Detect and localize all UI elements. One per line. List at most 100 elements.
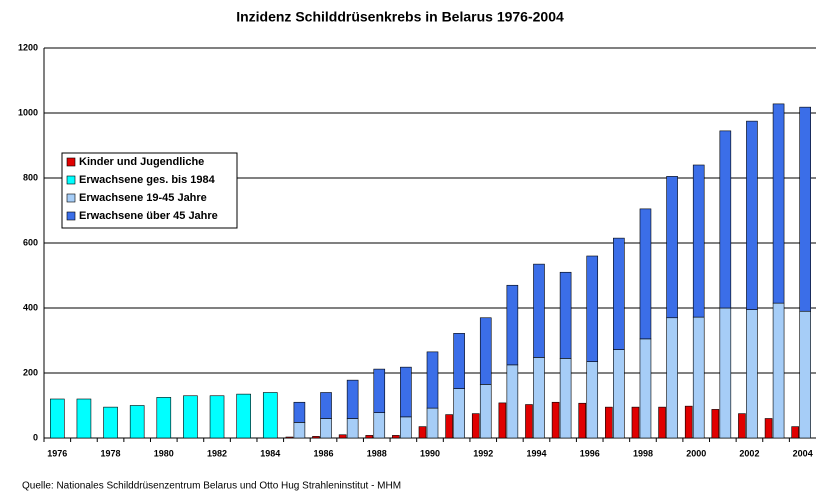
bar: [746, 120, 758, 310]
x-tick-label: 2000: [686, 448, 706, 458]
bar: [533, 357, 545, 439]
bar: [426, 351, 439, 409]
bar: [453, 388, 465, 439]
legend-swatch: [66, 175, 76, 185]
bar: [586, 255, 599, 362]
bar: [479, 384, 492, 439]
bar: [738, 413, 746, 439]
bar: [711, 409, 720, 439]
bar: [639, 338, 652, 439]
bar: [365, 435, 374, 439]
y-tick-label: 800: [23, 172, 38, 182]
bar: [392, 435, 400, 439]
x-tick-label: 1978: [101, 448, 121, 458]
y-tick-label: 600: [23, 237, 38, 247]
legend-label: Erwachsene über 45 Jahre: [79, 210, 218, 222]
legend-box: [61, 152, 238, 229]
bar: [293, 401, 306, 423]
bar: [183, 395, 198, 439]
bar: [746, 309, 758, 439]
bar: [418, 426, 427, 439]
bar: [293, 422, 306, 439]
x-tick-label: 2004: [793, 448, 813, 458]
legend-swatch: [66, 193, 76, 203]
bar: [586, 361, 599, 439]
bar: [551, 401, 560, 439]
x-tick-label: 1992: [473, 448, 493, 458]
x-tick-label: 1996: [580, 448, 600, 458]
bar: [684, 405, 693, 439]
bar: [479, 317, 492, 385]
bar: [666, 176, 678, 319]
bar: [129, 405, 145, 439]
chart-title: Inzidenz Schilddrüsenkrebs in Belarus 19…: [236, 9, 564, 25]
bar: [719, 307, 732, 439]
bar: [400, 366, 412, 418]
bar: [791, 426, 799, 439]
bar: [50, 398, 65, 439]
bar: [453, 333, 465, 389]
y-tick-label: 400: [23, 302, 38, 312]
x-tick-label: 1986: [314, 448, 334, 458]
bar: [338, 434, 347, 439]
bar: [236, 393, 251, 439]
bar: [498, 402, 507, 439]
x-tick-label: 1982: [207, 448, 227, 458]
legend-swatch: [66, 157, 76, 167]
bar: [613, 349, 625, 439]
bar: [559, 271, 572, 359]
y-tick-label: 1200: [18, 42, 38, 52]
legend-label: Erwachsene ges. bis 1984: [79, 174, 216, 186]
bar: [533, 263, 545, 358]
bar: [772, 103, 785, 304]
bar: [605, 406, 613, 439]
legend-label: Kinder und Jugendliche: [79, 156, 204, 168]
bar: [631, 406, 640, 439]
bar: [639, 208, 652, 340]
bar: [799, 310, 811, 439]
bar: [320, 392, 332, 419]
bar: [346, 418, 359, 439]
bar: [799, 106, 811, 312]
bar: [578, 402, 587, 439]
x-tick-label: 1988: [367, 448, 387, 458]
bar: [613, 237, 625, 350]
bar: [262, 392, 278, 439]
legend-swatch: [66, 211, 76, 221]
bar: [285, 436, 294, 439]
bar: [764, 418, 773, 439]
bar: [692, 316, 705, 439]
bar: [400, 416, 412, 439]
y-tick-label: 1000: [18, 107, 38, 117]
bar: [666, 317, 678, 439]
bar: [525, 404, 533, 439]
bar: [373, 368, 386, 413]
bar: [692, 164, 705, 318]
bar: [445, 414, 453, 439]
bar: [373, 412, 386, 439]
y-tick-label: 0: [33, 432, 38, 442]
bar: [658, 406, 666, 439]
bar: [156, 397, 172, 439]
bar: [103, 406, 118, 439]
x-tick-label: 1998: [633, 448, 653, 458]
bar: [559, 358, 572, 439]
x-tick-label: 1984: [260, 448, 280, 458]
bar: [506, 364, 519, 439]
bar: [209, 395, 225, 439]
bar: [719, 130, 732, 309]
bar: [76, 398, 92, 439]
bar: [471, 413, 480, 439]
x-tick-label: 1994: [526, 448, 546, 458]
bar: [346, 379, 359, 419]
bar: [772, 302, 785, 439]
bar: [312, 436, 320, 439]
source-note: Quelle: Nationales Schilddrüsenzentrum B…: [22, 481, 401, 492]
legend-label: Erwachsene 19-45 Jahre: [79, 192, 207, 204]
x-tick-label: 1990: [420, 448, 440, 458]
y-tick-label: 200: [23, 367, 38, 377]
x-tick-label: 1976: [47, 448, 67, 458]
x-tick-label: 2002: [739, 448, 759, 458]
x-tick-label: 1980: [154, 448, 174, 458]
